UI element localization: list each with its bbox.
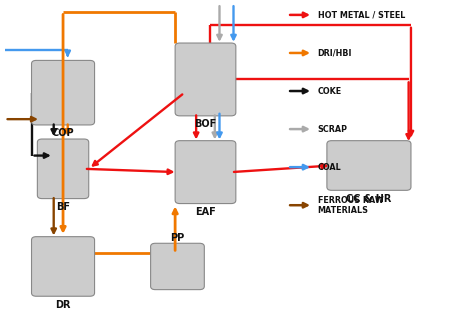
Text: CC & HR: CC & HR [346,194,392,204]
FancyBboxPatch shape [175,141,236,204]
FancyBboxPatch shape [175,43,236,116]
Text: EAF: EAF [195,207,216,217]
Text: FERROUS RAW
MATERIALS: FERROUS RAW MATERIALS [318,196,383,214]
FancyBboxPatch shape [37,139,89,199]
Text: COAL: COAL [318,163,341,172]
FancyBboxPatch shape [151,243,205,290]
FancyBboxPatch shape [32,237,95,296]
Text: COP: COP [52,128,74,138]
FancyBboxPatch shape [327,141,411,190]
Text: COKE: COKE [318,86,342,96]
Text: BOF: BOF [194,119,217,129]
Text: DRI/HBI: DRI/HBI [318,48,352,58]
Text: DR: DR [55,300,71,309]
Text: PP: PP [170,233,184,243]
FancyBboxPatch shape [32,61,95,125]
Text: HOT METAL / STEEL: HOT METAL / STEEL [318,10,405,20]
Text: BF: BF [56,202,70,212]
Text: SCRAP: SCRAP [318,124,347,134]
